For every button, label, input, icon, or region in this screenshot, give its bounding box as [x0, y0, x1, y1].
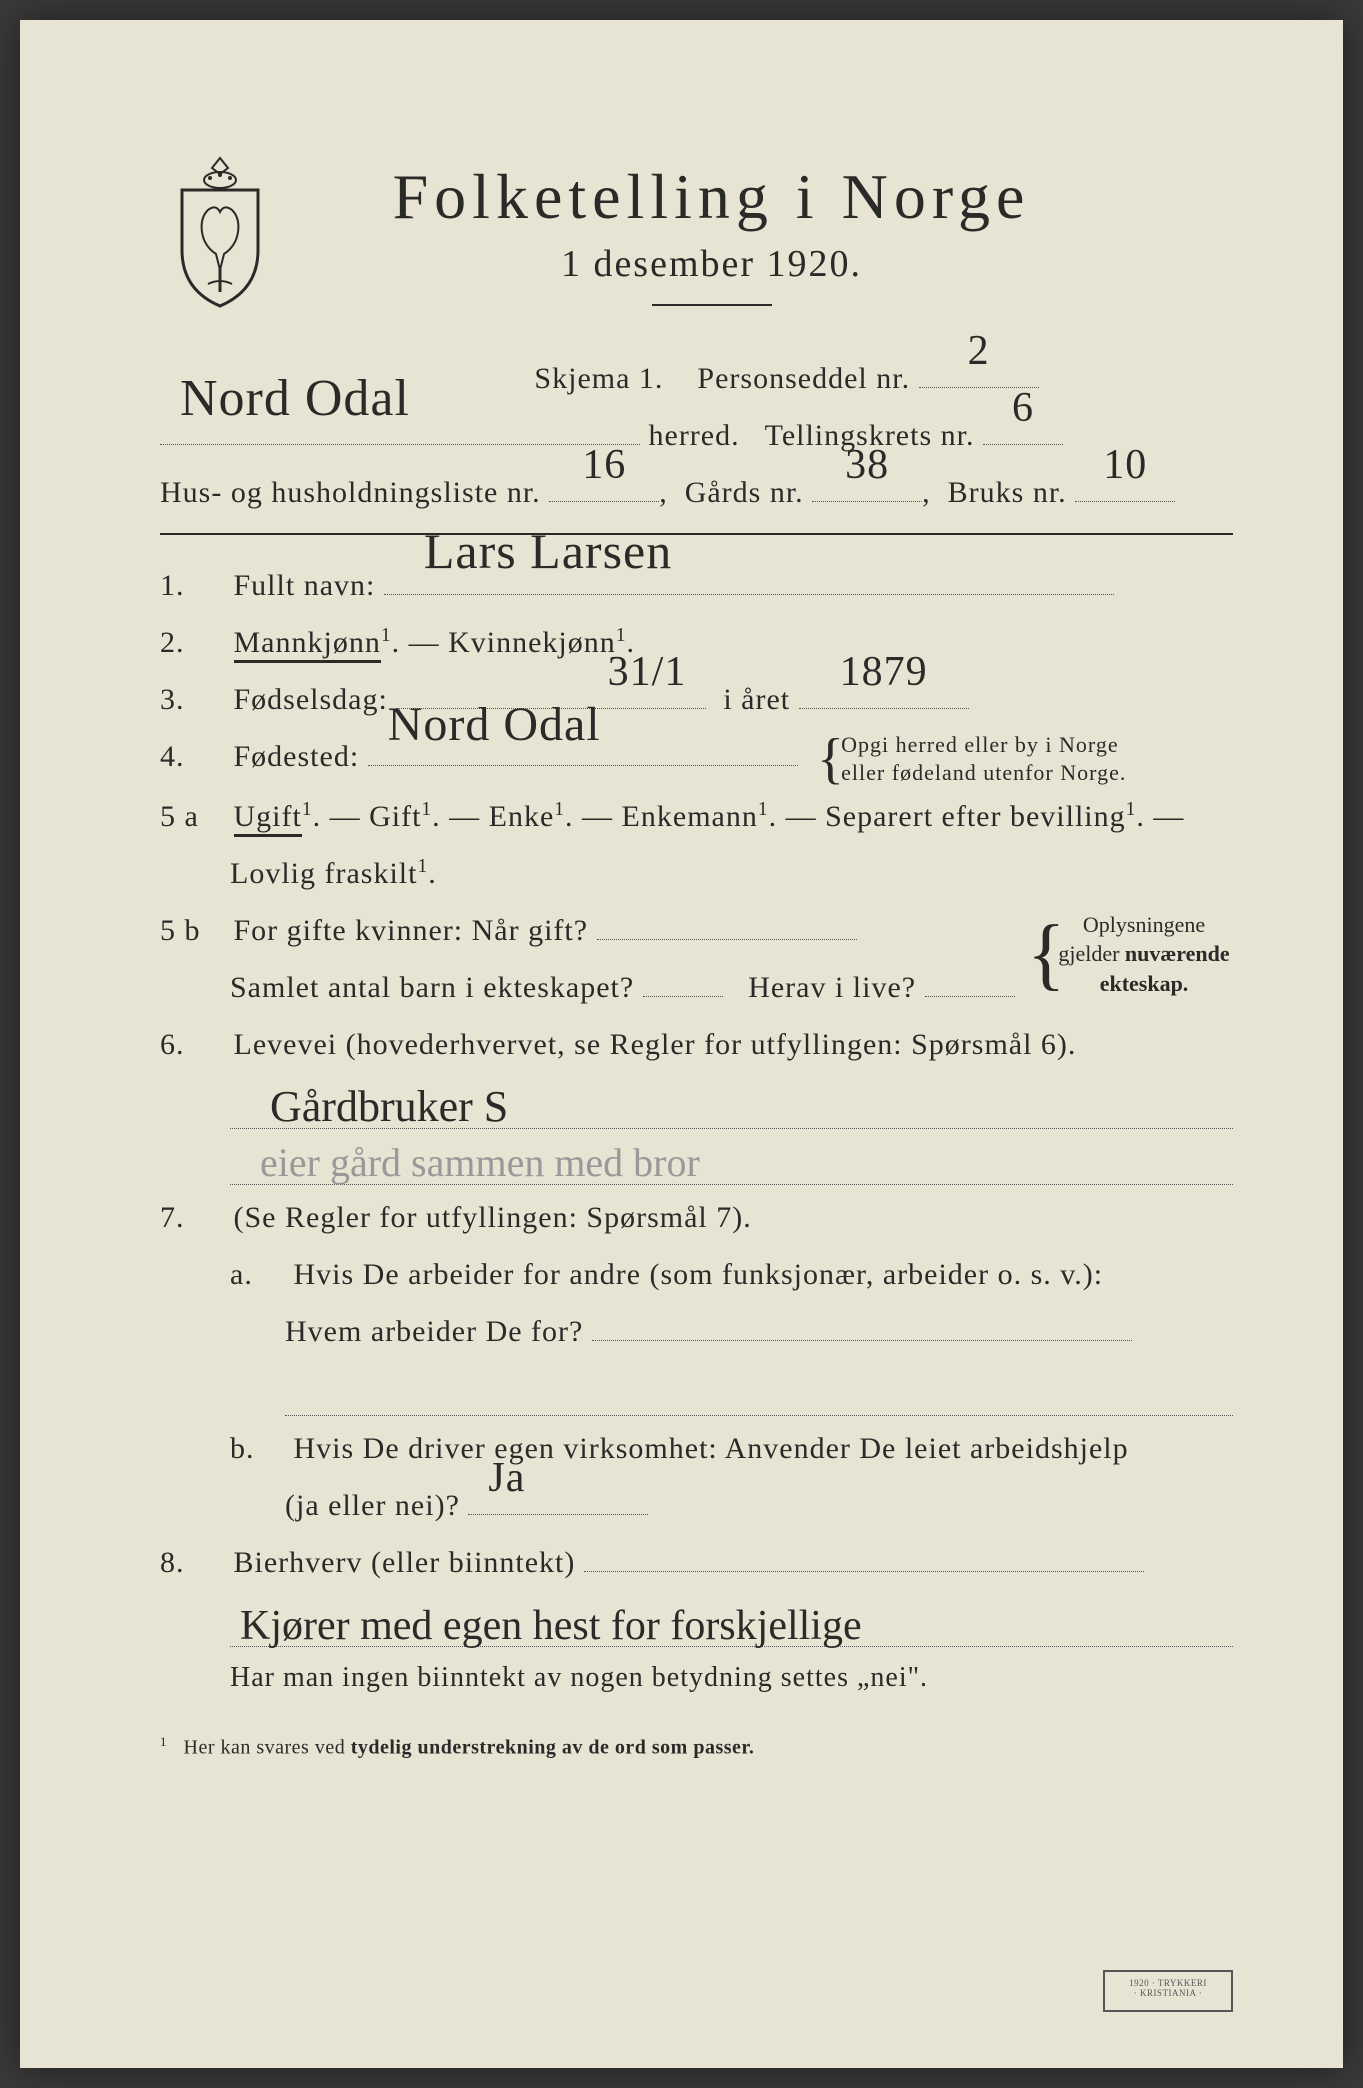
- q5b-l2a: Samlet antal barn i ekteskapet?: [230, 971, 634, 1004]
- footnote: 1 Her kan svares ved tydelig understrekn…: [160, 1734, 1233, 1760]
- personseddel-label: Personseddel nr.: [697, 362, 910, 395]
- q8-value: Kjører med egen hest for forskjellige: [240, 1602, 862, 1650]
- q5b: 5 b For gifte kvinner: Når gift? Samlet …: [160, 902, 1233, 1016]
- q8-fill: Kjører med egen hest for forskjellige: [230, 1595, 1233, 1647]
- q7a-num: a.: [230, 1246, 285, 1303]
- bruks-nr: 10: [1075, 426, 1175, 506]
- q6-value1: Gårdbruker S: [270, 1081, 508, 1132]
- census-form: Folketelling i Norge 1 desember 1920. Sk…: [20, 20, 1343, 2068]
- herred-label: herred.: [649, 419, 740, 452]
- q1-label: Fullt navn:: [234, 569, 376, 602]
- q6-num: 6.: [160, 1016, 225, 1073]
- q6-fill-2: eier gård sammen med bror: [230, 1133, 1233, 1185]
- subtitle: 1 desember 1920.: [310, 242, 1113, 286]
- q7-num: 7.: [160, 1189, 225, 1246]
- q7b-num: b.: [230, 1420, 285, 1477]
- q8-num: 8.: [160, 1534, 225, 1591]
- q5a-line2: Lovlig fraskilt1.: [160, 845, 1233, 902]
- q4: 4. Fødested: Nord Odal Opgi herred eller…: [160, 728, 1233, 788]
- q5a-ugift: Ugift: [234, 800, 302, 837]
- q5a: 5 a Ugift1. — Gift1. — Enke1. — Enkemann…: [160, 788, 1233, 845]
- q2-mann: Mannkjønn: [234, 626, 381, 663]
- q7b-l2: (ja eller nei)? Ja: [160, 1477, 1233, 1534]
- q8-note: Har man ingen biinntekt av nogen betydni…: [160, 1651, 1233, 1704]
- q7b-value: Ja: [488, 1439, 648, 1519]
- q5a-gift: Gift: [369, 800, 421, 833]
- q5a-enke: Enke: [489, 800, 555, 833]
- q8-label: Bierhverv (eller biinntekt): [234, 1546, 576, 1579]
- q5a-num: 5 a: [160, 788, 225, 845]
- q4-note: Opgi herred eller by i Norge eller fødel…: [823, 731, 1126, 788]
- q7a-fill: [285, 1364, 1233, 1416]
- form-header: Folketelling i Norge 1 desember 1920.: [160, 160, 1233, 330]
- main-title: Folketelling i Norge: [310, 160, 1113, 234]
- q7a-l1: a. Hvis De arbeider for andre (som funks…: [160, 1246, 1233, 1303]
- q1: 1. Fullt navn: Lars Larsen: [160, 557, 1233, 614]
- hus-nr: 16: [549, 426, 659, 506]
- q6-label: Levevei (hovederhvervet, se Regler for u…: [234, 1028, 1077, 1061]
- meta-line-2: Nord Odal herred. Tellingskrets nr. 6: [160, 407, 1233, 464]
- title-rule: [652, 304, 772, 306]
- q5b-l1a: For gifte kvinner: Når gift?: [234, 914, 589, 947]
- tellingskrets-nr: 6: [983, 369, 1063, 449]
- coat-of-arms-icon: [160, 150, 280, 310]
- gards-nr: 38: [812, 426, 922, 506]
- q5a-fraskilt: Lovlig fraskilt: [230, 857, 417, 890]
- q3-num: 3.: [160, 671, 225, 728]
- q2: 2. Mannkjønn1. — Kvinnekjønn1.: [160, 614, 1233, 671]
- q2-num: 2.: [160, 614, 225, 671]
- q4-num: 4.: [160, 728, 225, 785]
- q5b-note: Oplysningene gjelder nuværende ekteskap.: [1033, 910, 1233, 999]
- q3-label: Fødselsdag:: [234, 683, 388, 716]
- q5b-l2b: Herav i live?: [748, 971, 916, 1004]
- q5a-enkemann: Enkemann: [622, 800, 758, 833]
- q4-value: Nord Odal: [388, 679, 798, 770]
- printer-stamp: 1920 · TRYKKERI · KRISTIANIA ·: [1103, 1970, 1233, 2012]
- q4-label: Fødested:: [234, 740, 360, 773]
- q7b-l1: b. Hvis De driver egen virksomhet: Anven…: [160, 1420, 1233, 1477]
- q7a-l2: Hvem arbeider De for?: [160, 1303, 1233, 1360]
- q1-num: 1.: [160, 557, 225, 614]
- q7-label: (Se Regler for utfyllingen: Spørsmål 7).: [234, 1201, 752, 1234]
- q3-year: 1879: [799, 633, 969, 713]
- q1-value: Lars Larsen: [424, 504, 1114, 599]
- q7: 7. (Se Regler for utfyllingen: Spørsmål …: [160, 1189, 1233, 1246]
- q5a-sep: Separert efter bevilling: [825, 800, 1126, 833]
- q6: 6. Levevei (hovederhvervet, se Regler fo…: [160, 1016, 1233, 1073]
- title-block: Folketelling i Norge 1 desember 1920.: [310, 160, 1233, 330]
- q5b-num: 5 b: [160, 902, 225, 959]
- q8: 8. Bierhverv (eller biinntekt): [160, 1534, 1233, 1591]
- q6-value2: eier gård sammen med bror: [260, 1139, 1233, 1186]
- q6-fill-1: Gårdbruker S: [230, 1077, 1233, 1129]
